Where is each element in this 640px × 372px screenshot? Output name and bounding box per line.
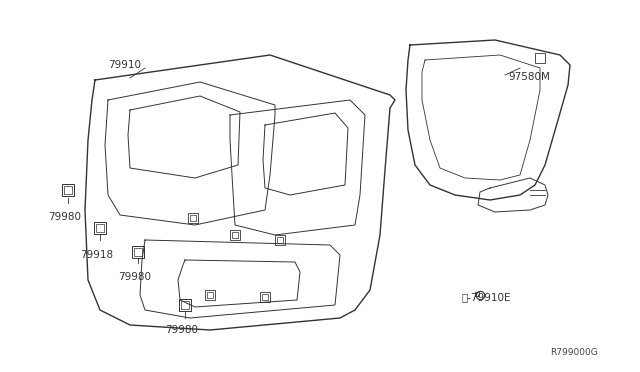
Text: 79918: 79918 [80,250,113,260]
Text: 79980: 79980 [48,212,81,222]
Text: 79910: 79910 [108,60,141,70]
Text: R799000G: R799000G [550,348,598,357]
Text: 79980: 79980 [118,272,151,282]
Text: ⭕-79910E: ⭕-79910E [462,292,511,302]
Text: 79980: 79980 [165,325,198,335]
Text: 97580M: 97580M [508,72,550,82]
